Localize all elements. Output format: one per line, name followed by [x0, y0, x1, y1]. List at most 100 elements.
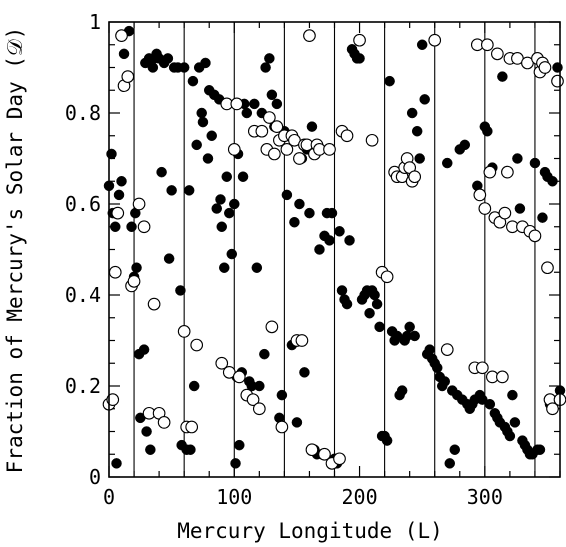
- filled-point-102: [336, 285, 348, 296]
- x-tick-label: 200: [341, 485, 377, 509]
- open-point-98: [546, 402, 559, 416]
- filled-point-57: [230, 458, 241, 469]
- filled-point-161: [484, 398, 496, 410]
- filled-point-56: [229, 198, 240, 210]
- filled-point-97: [324, 235, 335, 246]
- open-point-54: [333, 452, 346, 466]
- filled-point-24: [156, 166, 167, 178]
- filled-point-145: [444, 458, 456, 469]
- open-point-14: [157, 416, 171, 429]
- y-tick-label: 0.6: [65, 192, 101, 216]
- filled-point-67: [249, 98, 260, 110]
- open-point-80: [491, 47, 504, 61]
- open-point-84: [501, 165, 514, 179]
- filled-point-73: [264, 53, 275, 64]
- open-point-47: [305, 443, 319, 457]
- x-tick-label: 300: [467, 485, 503, 509]
- open-point-2: [108, 265, 122, 279]
- filled-point-170: [507, 389, 518, 401]
- filled-point-130: [406, 107, 418, 119]
- filled-point-121: [384, 75, 395, 87]
- open-point-9: [132, 197, 146, 211]
- filled-point-187: [552, 62, 563, 73]
- filled-point-179: [529, 157, 541, 169]
- open-point-36: [275, 420, 289, 434]
- filled-point-181: [534, 444, 546, 455]
- x-tick-label: 100: [216, 485, 252, 509]
- filled-point-44: [202, 153, 214, 164]
- filled-point-120: [381, 435, 393, 446]
- filled-point-84: [291, 417, 303, 428]
- filled-point-166: [497, 71, 508, 82]
- filled-point-41: [196, 107, 207, 119]
- open-point-69: [428, 33, 442, 47]
- open-point-10: [137, 220, 151, 234]
- y-axis-label: Fraction of Mercury's Solar Day (𝒟): [3, 27, 27, 474]
- y-tick-label: 0.4: [65, 283, 101, 307]
- open-point-33: [268, 147, 281, 161]
- open-point-29: [255, 124, 269, 138]
- open-point-6: [121, 70, 135, 83]
- filled-point-74: [266, 89, 278, 101]
- open-point-3: [111, 206, 125, 220]
- open-point-76: [480, 38, 494, 52]
- filled-point-31: [175, 285, 186, 296]
- filled-point-134: [416, 39, 428, 50]
- filled-point-171: [509, 417, 521, 428]
- x-ticks: 0 100 200 300: [103, 22, 561, 509]
- open-point-95: [538, 61, 552, 74]
- data-points: [102, 25, 566, 470]
- open-point-43: [295, 334, 309, 347]
- open-point-24: [232, 370, 246, 384]
- filled-point-89: [304, 207, 315, 219]
- filled-point-12: [131, 262, 142, 273]
- filled-point-137: [424, 344, 435, 355]
- open-point-34: [270, 120, 284, 133]
- filled-point-140: [431, 362, 443, 374]
- filled-point-87: [299, 367, 310, 378]
- filled-point-76: [271, 98, 283, 110]
- filled-point-83: [289, 216, 300, 228]
- filled-point-55: [226, 248, 238, 260]
- filled-point-17: [141, 426, 152, 437]
- filled-point-129: [404, 321, 415, 333]
- y-tick-label: 0: [89, 465, 101, 489]
- filled-point-43: [200, 57, 211, 69]
- filled-point-51: [216, 221, 227, 232]
- open-point-77: [483, 165, 497, 179]
- filled-point-27: [163, 253, 175, 264]
- x-axis-label: Mercury Longitude (L): [177, 519, 443, 543]
- filled-point-4: [111, 458, 122, 469]
- filled-point-172: [512, 153, 523, 164]
- filled-point-72: [260, 62, 271, 73]
- open-point-51: [318, 447, 331, 461]
- filled-point-133: [414, 153, 425, 164]
- open-point-73: [473, 188, 487, 202]
- filled-point-28: [166, 185, 177, 196]
- filled-point-131: [409, 330, 420, 342]
- open-point-99: [551, 74, 564, 88]
- filled-point-117: [374, 321, 385, 333]
- filled-point-38: [188, 380, 200, 392]
- filled-point-1: [106, 148, 117, 160]
- filled-point-109: [354, 53, 365, 64]
- open-point-31: [263, 111, 276, 124]
- filled-point-80: [281, 189, 293, 201]
- filled-point-126: [396, 385, 408, 396]
- filled-point-104: [341, 298, 353, 310]
- open-point-82: [496, 370, 509, 384]
- filled-point-42: [197, 116, 209, 128]
- filled-point-46: [206, 130, 217, 141]
- filled-point-48: [211, 203, 222, 214]
- filled-point-50: [215, 194, 226, 205]
- filled-point-151: [459, 139, 471, 151]
- reference-lines: [133, 22, 536, 477]
- filled-point-98: [326, 207, 338, 219]
- open-point-58: [365, 133, 379, 147]
- filled-point-85: [294, 198, 305, 210]
- filled-point-101: [334, 226, 345, 237]
- open-point-22: [227, 143, 241, 156]
- filled-point-147: [449, 444, 461, 455]
- open-point-96: [541, 261, 554, 275]
